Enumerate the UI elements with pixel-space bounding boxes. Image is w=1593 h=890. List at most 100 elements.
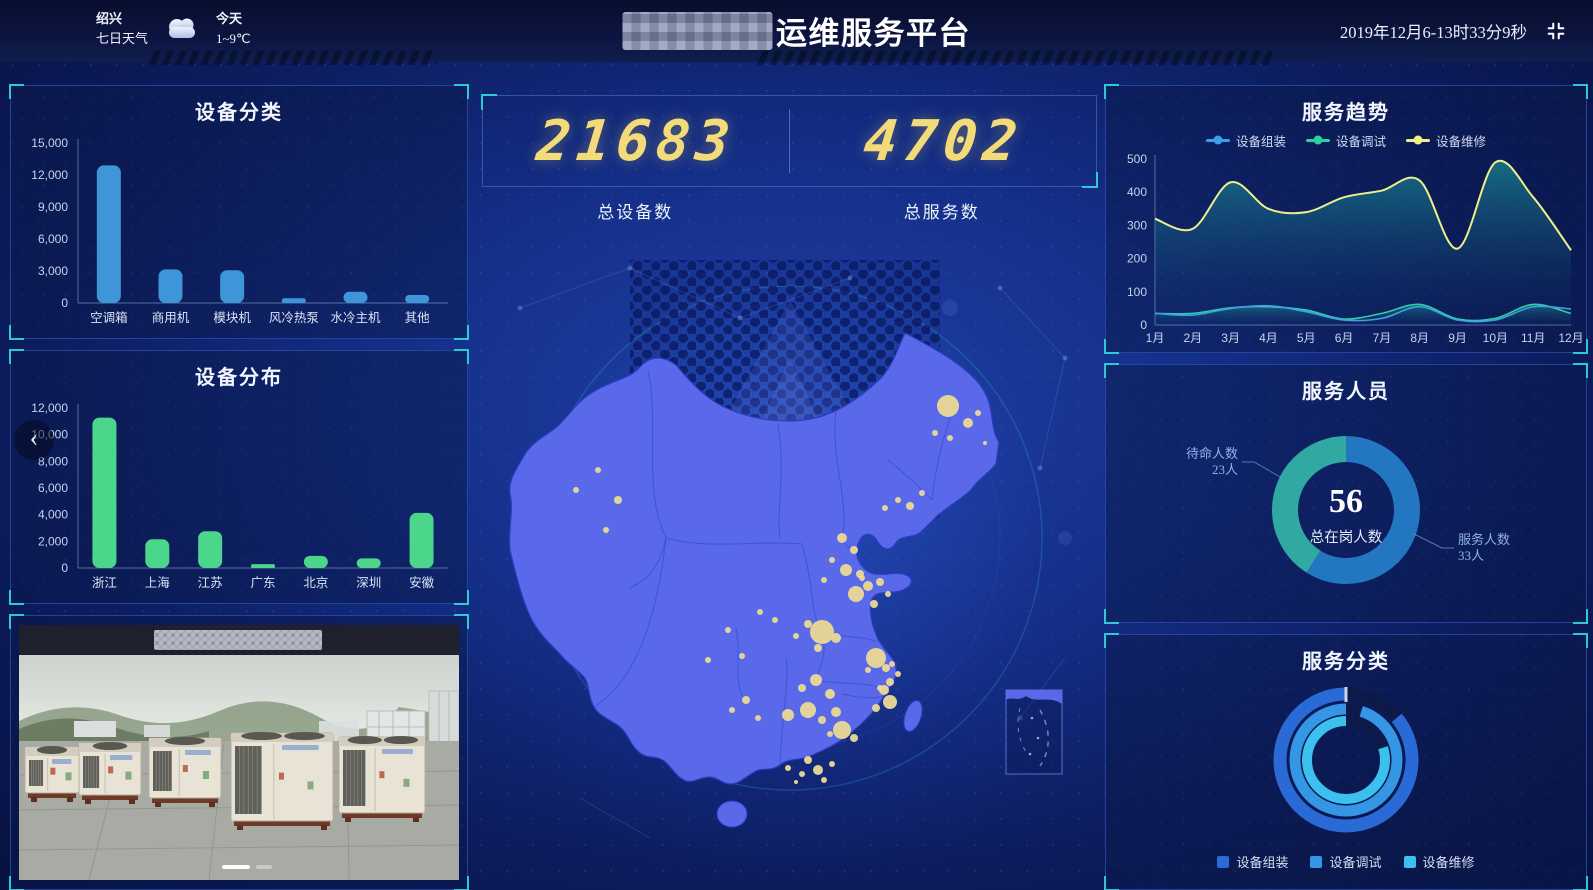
map-dots (573, 395, 987, 784)
svg-text:2月: 2月 (1183, 331, 1202, 345)
map-dot (782, 709, 794, 721)
bar[interactable] (220, 270, 245, 303)
map-dot (866, 648, 886, 668)
bar[interactable] (251, 564, 275, 568)
map-dot (595, 467, 601, 473)
bar[interactable] (198, 531, 223, 568)
map-dot (825, 689, 835, 699)
svg-text:100: 100 (1127, 285, 1147, 299)
svg-text:0: 0 (61, 561, 68, 575)
map-dot (848, 586, 864, 602)
map-dot (831, 633, 841, 643)
svg-text:服务人数: 服务人数 (1458, 532, 1510, 547)
map-dot (886, 678, 894, 686)
map-dot (829, 761, 835, 767)
svg-text:8,000: 8,000 (38, 454, 68, 468)
svg-text:0: 0 (61, 296, 68, 310)
map-dot (932, 430, 938, 436)
map-dot (821, 777, 827, 783)
svg-text:9月: 9月 (1448, 331, 1467, 345)
map-dot (729, 707, 735, 713)
map-dot (919, 490, 925, 496)
svg-text:33人: 33人 (1458, 548, 1484, 563)
datetime: 2019年12月6-13时33分9秒 (1340, 23, 1527, 42)
taiwan-island (903, 700, 923, 732)
legend-item-设备组装[interactable]: 设备组装 (1217, 852, 1288, 871)
svg-text:6,000: 6,000 (38, 232, 68, 246)
svg-text:4,000: 4,000 (38, 508, 68, 522)
service-category-legend: 设备组装 设备调试 设备维修 (1106, 852, 1586, 871)
header-hatch-left (148, 51, 436, 65)
panel-service-trend: 服务趋势 设备组装 设备调试 设备维修 0 100 200 300 400 500 1月 2月 3月… (1104, 84, 1588, 354)
bar[interactable] (145, 539, 170, 568)
svg-text:12,000: 12,000 (31, 401, 68, 415)
bar[interactable] (96, 165, 121, 303)
map-dot (804, 756, 812, 764)
svg-text:深圳: 深圳 (356, 576, 381, 590)
bar[interactable] (343, 291, 368, 303)
svg-text:风冷热泵: 风冷热泵 (269, 311, 319, 325)
map-dot (882, 664, 890, 672)
china-map-outline[interactable] (508, 332, 1000, 785)
map-dot (829, 557, 835, 563)
carousel-indicator[interactable] (256, 865, 272, 869)
map-dot (794, 780, 798, 784)
bar[interactable] (405, 295, 430, 303)
svg-text:待命人数: 待命人数 (1186, 446, 1238, 461)
censored-logo (622, 11, 772, 50)
bar[interactable] (281, 298, 306, 303)
equipment-photo (19, 625, 459, 880)
carousel-indicator-active[interactable] (222, 865, 250, 869)
svg-text:6月: 6月 (1335, 331, 1354, 345)
svg-text:8月: 8月 (1410, 331, 1429, 345)
total-devices-value: 21683 (533, 108, 739, 174)
carousel-prev-button[interactable]: ‹ (14, 420, 54, 460)
page-title-text: 运维服务平台 (776, 16, 971, 51)
svg-text:1月: 1月 (1146, 331, 1165, 345)
bar[interactable] (92, 417, 117, 568)
map-dot (827, 731, 833, 737)
svg-text:23人: 23人 (1212, 462, 1238, 477)
map-dot (793, 633, 799, 639)
svg-text:总在岗人数: 总在岗人数 (1310, 529, 1383, 546)
svg-text:10月: 10月 (1483, 331, 1508, 345)
legend-item-设备维修[interactable]: 设备维修 (1403, 852, 1475, 871)
legend-item-设备调试[interactable]: 设备调试 (1305, 131, 1386, 150)
panel-device-category: 设备分类 0 3,000 6,000 9,000 12,000 15,000 空调箱 商用机 模… (9, 84, 469, 340)
bar[interactable] (409, 512, 434, 568)
svg-text:商用机: 商用机 (152, 310, 190, 325)
map-dot (573, 487, 579, 493)
panel-title-service-trend: 服务趋势 (1302, 102, 1390, 124)
bar[interactable] (303, 555, 328, 568)
map-dot (883, 695, 897, 709)
svg-text:300: 300 (1127, 218, 1147, 232)
map-dot (983, 441, 987, 445)
svg-text:5月: 5月 (1297, 331, 1316, 345)
map-dot (850, 734, 858, 742)
bar[interactable] (158, 269, 183, 303)
weather-widget[interactable]: 绍兴 七日天气 今天 1~9℃ (96, 9, 251, 49)
south-china-sea-inset (1005, 689, 1063, 775)
china-map (508, 260, 1072, 839)
svg-text:3,000: 3,000 (38, 264, 68, 278)
svg-text:江苏: 江苏 (198, 575, 223, 590)
map-dot (876, 578, 884, 586)
map-dot (833, 721, 851, 739)
map-dot (882, 505, 888, 511)
stats-divider (789, 109, 790, 173)
svg-text:安徽: 安徽 (409, 575, 435, 590)
legend-item-设备组装[interactable]: 设备组装 (1205, 131, 1286, 150)
legend-item-设备调试[interactable]: 设备调试 (1310, 852, 1382, 871)
fullscreen-toggle-button[interactable] (1543, 18, 1569, 44)
map-dot (840, 564, 852, 576)
compress-icon (1547, 22, 1565, 40)
cloud-icon (169, 18, 196, 39)
svg-text:400: 400 (1127, 185, 1147, 199)
map-dot (895, 497, 901, 503)
legend-item-设备维修[interactable]: 设备维修 (1406, 131, 1486, 150)
bar[interactable] (356, 558, 381, 568)
panel-service-category: 服务分类 设备组装 设备调试 设备维修 (1104, 633, 1588, 890)
device-distribution-bar-chart: 02,0004,0006,0008,00010,00012,000浙江上海江苏广… (31, 401, 448, 590)
